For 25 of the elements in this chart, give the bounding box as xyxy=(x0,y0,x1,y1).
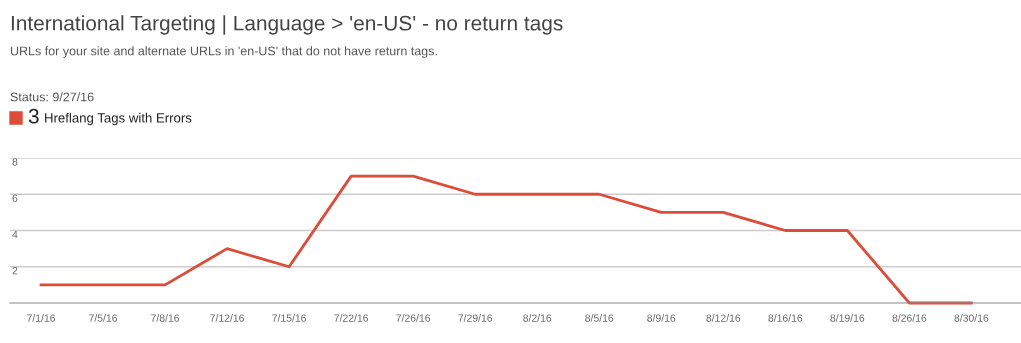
x-tick-label: 7/29/16 xyxy=(458,314,493,322)
x-tick-label: 8/30/16 xyxy=(954,314,989,322)
x-tick-label: 7/12/16 xyxy=(210,314,245,322)
text: Status: 9/27/16 xyxy=(10,92,94,102)
chart-subtitle: URLs for your site and alternate URLs in 'en-US' that do not have return tags. xyxy=(10,46,437,58)
y-tick-label: 6 xyxy=(12,194,18,202)
chart-title: International Targeting | Language > 'en-US' - no return tags xyxy=(11,15,563,35)
legend-label: Hreflang Tags with Errors xyxy=(45,112,192,126)
x-tick-label: 7/8/16 xyxy=(151,314,180,322)
x-tick-label: 8/2/16 xyxy=(523,314,552,322)
x-tick-label: 8/5/16 xyxy=(585,314,614,322)
x-tick-label: 7/5/16 xyxy=(89,314,118,322)
x-tick-label: 8/16/16 xyxy=(768,314,803,322)
x-tick-label: 7/22/16 xyxy=(334,314,369,322)
x-tick-label: 8/9/16 xyxy=(647,314,676,322)
x-tick-label: 7/15/16 xyxy=(272,314,307,322)
x-tick-label: 7/1/16 xyxy=(27,314,56,322)
x-tick-label: 7/26/16 xyxy=(396,314,431,322)
text: 3 xyxy=(28,108,39,124)
x-tick-label: 8/12/16 xyxy=(706,314,741,322)
y-tick-label: 8 xyxy=(12,158,18,166)
x-tick-label: 8/19/16 xyxy=(830,314,865,322)
y-tick-label: 2 xyxy=(12,267,18,275)
x-tick-label: 8/26/16 xyxy=(892,314,927,322)
y-tick-label: 4 xyxy=(12,230,18,239)
